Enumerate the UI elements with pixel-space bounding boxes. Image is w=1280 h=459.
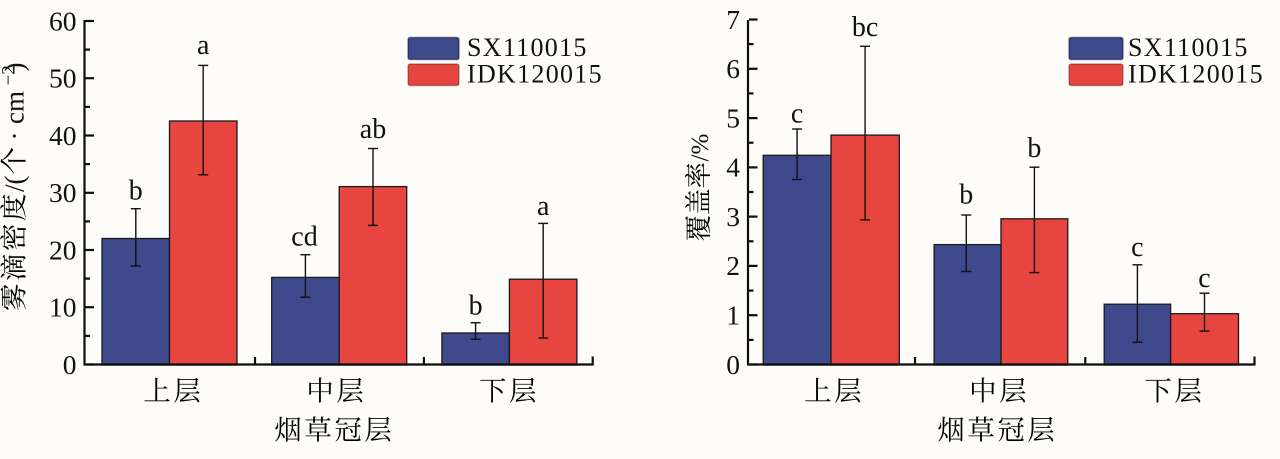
svg-text:/%: /% — [687, 134, 714, 162]
svg-text:30: 30 — [49, 177, 77, 208]
svg-text:c: c — [791, 99, 803, 130]
svg-text:0: 0 — [726, 349, 740, 380]
svg-text:cd: cd — [291, 222, 317, 253]
svg-text:2: 2 — [726, 250, 740, 281]
svg-text:IDK120015: IDK120015 — [467, 60, 603, 89]
svg-text:6: 6 — [726, 53, 740, 84]
svg-text:50: 50 — [49, 63, 77, 94]
svg-text:40: 40 — [49, 120, 77, 151]
svg-text:10: 10 — [49, 292, 77, 323]
svg-text:c: c — [1198, 263, 1210, 294]
svg-text:5: 5 — [726, 102, 740, 133]
svg-text:b: b — [959, 180, 973, 211]
svg-text:7: 7 — [726, 4, 740, 35]
svg-text:bc: bc — [852, 12, 878, 43]
svg-text:b: b — [469, 291, 483, 322]
svg-text:ab: ab — [360, 114, 386, 145]
svg-text:b: b — [1027, 133, 1041, 164]
svg-text:IDK120015: IDK120015 — [1128, 60, 1264, 89]
svg-text:/(: /( — [0, 175, 30, 192]
svg-text:cm: cm — [0, 91, 30, 124]
svg-text:a: a — [537, 191, 550, 222]
svg-text:−2: −2 — [0, 65, 20, 85]
svg-text:a: a — [197, 30, 210, 61]
svg-text:3: 3 — [726, 201, 740, 232]
svg-text:60: 60 — [49, 5, 77, 36]
svg-text:·: · — [0, 132, 30, 141]
svg-text:b: b — [129, 176, 143, 207]
svg-text:0: 0 — [63, 349, 77, 380]
svg-text:4: 4 — [726, 152, 740, 183]
svg-text:20: 20 — [49, 234, 77, 265]
svg-text:SX110015: SX110015 — [467, 33, 588, 62]
svg-text:1: 1 — [726, 300, 740, 331]
svg-text:): ) — [0, 63, 30, 72]
svg-text:c: c — [1131, 232, 1143, 263]
svg-text:SX110015: SX110015 — [1128, 33, 1249, 62]
